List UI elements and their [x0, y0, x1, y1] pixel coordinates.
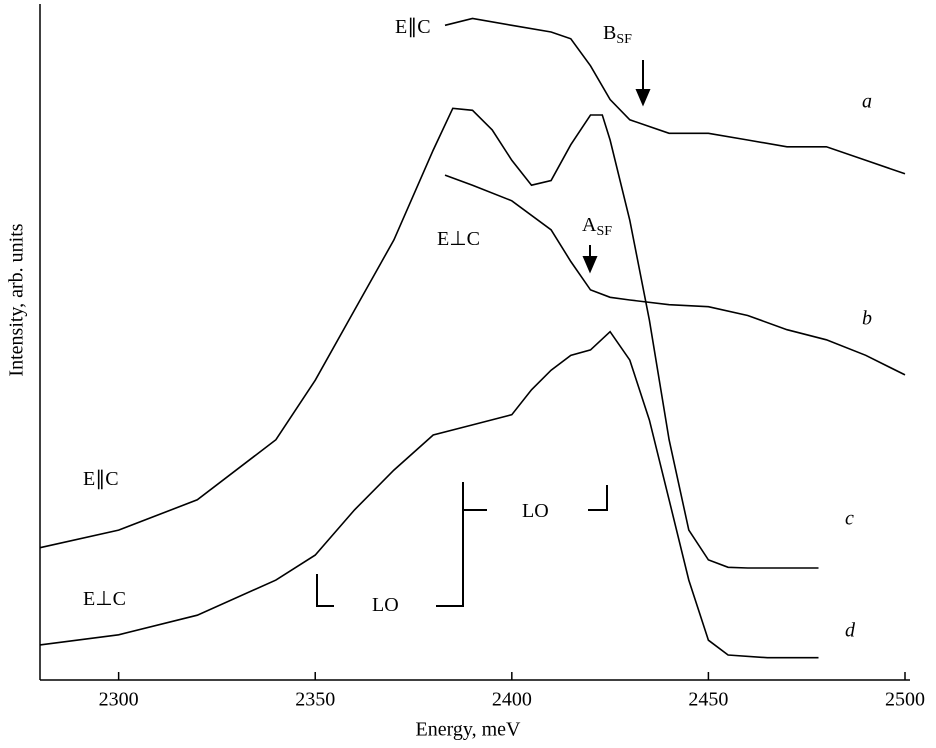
- x-tick-label: 2400: [492, 689, 532, 711]
- series-label: c: [845, 508, 854, 530]
- annotation-text: E∥C: [83, 468, 119, 490]
- x-tick-label: 2500: [885, 689, 925, 711]
- spectrum-line: [444, 17, 906, 175]
- annotation-text: B: [603, 22, 616, 44]
- series-label: a: [862, 91, 872, 113]
- series-label: d: [845, 620, 856, 642]
- series-label: b: [862, 308, 872, 330]
- annotation-sub: SF: [596, 224, 612, 239]
- annotation-text: E⊥C: [83, 588, 126, 610]
- spectrum-line: [39, 107, 819, 569]
- annotation: LO: [372, 594, 399, 616]
- spectrum-line: [39, 330, 819, 659]
- x-axis-label: Energy, meV: [416, 719, 522, 741]
- annotation-text: LO: [372, 594, 399, 616]
- annotation: E∥C: [83, 468, 119, 490]
- annotation-text: A: [582, 214, 597, 236]
- lo-brackets: [316, 482, 608, 607]
- x-tick-label: 2450: [688, 689, 728, 711]
- annotation: E∥C: [395, 16, 431, 38]
- annotation: ASF: [582, 214, 612, 240]
- annotation-text: E∥C: [395, 16, 431, 38]
- annotation: BSF: [603, 22, 632, 48]
- x-tick-label: 2350: [295, 689, 335, 711]
- x-tick-label: 2300: [99, 689, 139, 711]
- annotation: E⊥C: [437, 228, 480, 250]
- arrows: [582, 60, 651, 274]
- spectrum-line: [444, 174, 906, 376]
- annotation-sub: SF: [616, 32, 632, 47]
- annotation-text: E⊥C: [437, 228, 480, 250]
- y-axis-label: Intensity, arb. units: [6, 223, 28, 376]
- annotation: LO: [522, 500, 549, 522]
- annotation-text: LO: [522, 500, 549, 522]
- annotation: E⊥C: [83, 588, 126, 610]
